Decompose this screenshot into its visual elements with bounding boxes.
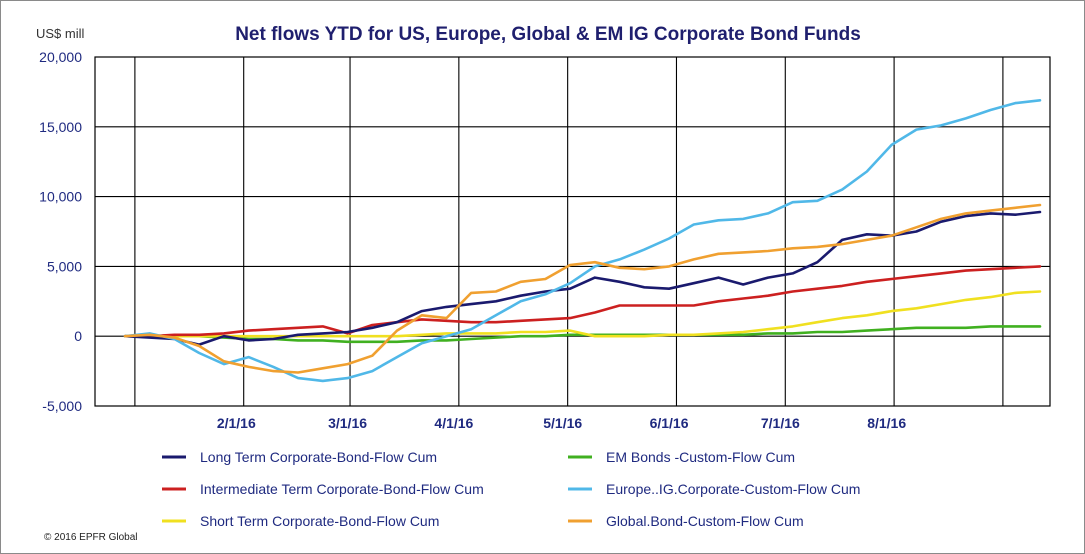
legend-label: Europe..IG.Corporate-Custom-Flow Cum [606, 481, 860, 497]
legend-label: Intermediate Term Corporate-Bond-Flow Cu… [200, 481, 484, 497]
gridlines [95, 57, 1050, 406]
y-tick-label: 20,000 [39, 49, 82, 65]
legend: Long Term Corporate-Bond-Flow Cum Interme… [162, 449, 860, 529]
y-tick-label: 10,000 [39, 189, 82, 205]
x-tick-label: 5/1/16 [543, 415, 582, 431]
y-tick-label: 5,000 [47, 258, 82, 274]
copyright-note: © 2016 EPFR Global [44, 532, 138, 543]
x-tick-label: 3/1/16 [328, 415, 367, 431]
series-line-intermediate-term-corporate-bond-flow-cum [123, 265, 1042, 338]
x-tick-label: 6/1/16 [650, 415, 689, 431]
y-axis-unit-label: US$ mill [36, 26, 85, 41]
y-axis-tick-labels: 20,000 15,000 10,000 5,000 0 -5,000 [39, 49, 82, 414]
chart-title: Net flows YTD for US, Europe, Global & E… [235, 24, 861, 45]
y-tick-label: 0 [74, 328, 82, 344]
y-tick-label: -5,000 [42, 398, 82, 414]
series-lines [123, 99, 1042, 383]
x-axis-tick-labels: 2/1/16 3/1/16 4/1/16 5/1/16 6/1/16 7/1/16 8/1/… [217, 415, 907, 431]
x-tick-label: 4/1/16 [434, 415, 473, 431]
y-tick-label: 15,000 [39, 119, 82, 135]
legend-label: Global.Bond-Custom-Flow Cum [606, 513, 804, 529]
plot-area [94, 56, 1051, 407]
x-tick-label: 7/1/16 [761, 415, 800, 431]
legend-label: Long Term Corporate-Bond-Flow Cum [200, 449, 437, 465]
x-tick-label: 2/1/16 [217, 415, 256, 431]
legend-label: EM Bonds -Custom-Flow Cum [606, 449, 795, 465]
x-tick-label: 8/1/16 [867, 415, 906, 431]
legend-label: Short Term Corporate-Bond-Flow Cum [200, 513, 439, 529]
series-line-global-bond-custom-flow-cum [123, 203, 1042, 374]
series-line-europe-ig-corporate-custom-flow-cum [123, 99, 1042, 383]
series-line-short-term-corporate-bond-flow-cum [123, 290, 1042, 338]
